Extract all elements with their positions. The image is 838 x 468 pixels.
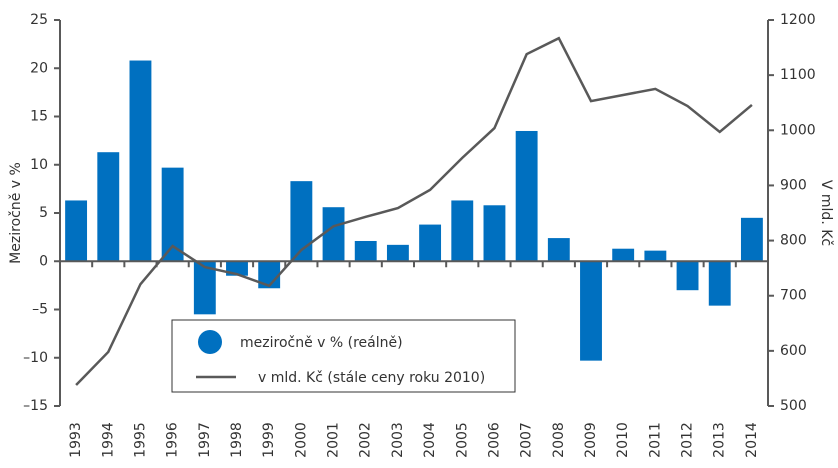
x-tick-label: 2000 <box>293 422 309 458</box>
y-tick-label: –10 <box>23 350 48 366</box>
bar <box>419 224 442 262</box>
y-tick-label: 20 <box>30 60 48 76</box>
y-tick-label: 25 <box>30 12 48 28</box>
x-tick-label: 2002 <box>358 422 374 458</box>
y2-tick-label: 900 <box>780 177 807 193</box>
x-tick-label: 1996 <box>165 422 181 458</box>
x-tick-label: 1995 <box>132 422 148 458</box>
y2-tick-label: 500 <box>780 398 807 414</box>
y-tick-label: 0 <box>39 253 48 269</box>
legend <box>171 319 516 393</box>
bar <box>290 181 313 262</box>
y2-tick-label: 800 <box>780 233 807 249</box>
bar <box>161 167 184 262</box>
bar <box>322 207 345 262</box>
x-tick-label: 1999 <box>261 422 277 458</box>
x-tick-label: 2006 <box>486 422 502 458</box>
x-tick-label: 1998 <box>229 422 245 458</box>
bar <box>612 248 635 262</box>
bar <box>644 250 667 262</box>
y-tick-label: –5 <box>32 302 48 318</box>
y-tick-label: 15 <box>30 109 48 125</box>
bar <box>708 261 731 306</box>
y2-tick-label: 700 <box>780 288 807 304</box>
y2-axis-label: V mld. Kč <box>818 180 834 246</box>
bar <box>193 261 216 315</box>
bar <box>129 60 152 262</box>
x-tick-label: 2008 <box>551 422 567 458</box>
bar <box>386 244 409 262</box>
line <box>75 36 753 386</box>
y-tick-label: 10 <box>30 157 48 173</box>
x-tick-label: 2003 <box>390 422 406 458</box>
y2-tick-label: 1100 <box>780 67 816 83</box>
bar <box>515 130 538 262</box>
x-tick-label: 1993 <box>68 422 84 458</box>
bar <box>580 261 602 361</box>
bar <box>483 205 506 262</box>
y2-tick-label: 600 <box>780 343 807 359</box>
x-tick-label: 2001 <box>326 422 342 458</box>
x-tick-label: 2004 <box>422 422 438 458</box>
y2-tick-label: 1200 <box>780 12 816 28</box>
bar <box>676 261 699 291</box>
legend-label: meziročně v % (reálně) <box>240 335 403 351</box>
bar <box>547 238 570 262</box>
y2-tick-label: 1000 <box>780 122 816 138</box>
y-tick-label: –15 <box>23 398 48 414</box>
x-tick-label: 2013 <box>712 422 728 458</box>
x-tick-label: 2011 <box>647 422 663 458</box>
x-tick-label: 2012 <box>680 422 696 458</box>
bar <box>451 200 474 262</box>
x-tick-label: 2007 <box>519 422 535 458</box>
bar <box>354 240 377 262</box>
x-tick-label: 1994 <box>100 422 116 458</box>
x-tick-label: 1997 <box>197 422 213 458</box>
x-tick-label: 2005 <box>454 422 470 458</box>
legend-label: v mld. Kč (stále ceny roku 2010) <box>258 370 485 386</box>
bar <box>65 200 88 262</box>
x-tick-label: 2009 <box>583 422 599 458</box>
bar <box>740 217 763 262</box>
y-axis-label: Meziročně v % <box>8 162 24 264</box>
legend-bar-swatch <box>198 330 222 354</box>
y-tick-label: 5 <box>39 205 48 221</box>
x-tick-label: 2014 <box>744 422 760 458</box>
x-tick-label: 2010 <box>615 422 631 458</box>
bar <box>97 152 120 262</box>
